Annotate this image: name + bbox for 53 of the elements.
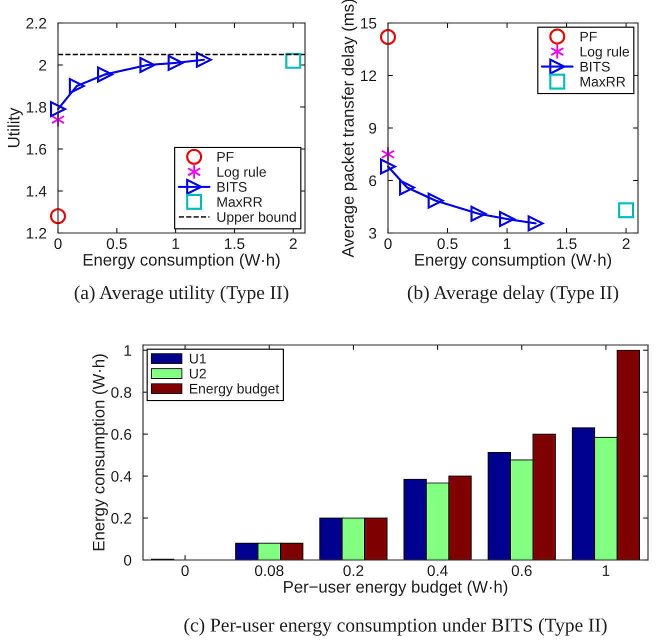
y-tick-label: 3 <box>368 228 376 239</box>
y-tick-label: 6 <box>369 175 376 186</box>
x-tick-label: 0.5 <box>438 238 458 250</box>
x-axis-title: Energy consumption (W·h) <box>84 253 280 270</box>
x-tick-label: 0 <box>54 238 62 250</box>
y-tick-label: 0.4 <box>111 470 132 482</box>
legend-label: MaxRR <box>580 76 626 87</box>
x-tick-label: 0.4 <box>428 565 448 576</box>
x-tick-label: 0.2 <box>343 565 364 576</box>
text: (b) Average delay (Type II) <box>408 286 618 304</box>
y-tick-label: 1.4 <box>26 186 46 197</box>
x-tick-label: 1 <box>504 238 511 249</box>
x-tick-label: 2 <box>290 238 297 249</box>
x-tick-label: 1.5 <box>557 238 577 250</box>
x-tick-label: 0 <box>384 238 392 250</box>
y-tick-label: 2 <box>39 60 46 71</box>
x-tick-label: 1 <box>172 238 180 249</box>
legend-label: Log rule <box>580 46 630 60</box>
legend-label: BITS <box>580 62 610 72</box>
legend-label: Log rule <box>218 166 266 180</box>
y-tick-label: 15 <box>361 18 376 29</box>
y-tick-label: 1 <box>124 345 132 356</box>
y-tick-label: 2.2 <box>26 18 46 29</box>
legend-label: PF <box>218 152 234 162</box>
text: (c) Per-user energy consumption under BITS (Type II) <box>184 618 607 636</box>
x-tick-label: 0.5 <box>106 238 127 250</box>
y-tick-label: 9 <box>369 122 376 134</box>
x-axis-title: Energy consumption (W·h) <box>415 253 612 270</box>
y-tick-label: 0.8 <box>111 387 132 398</box>
y-tick-label: 0.2 <box>111 512 132 524</box>
x-tick-label: 0 <box>181 565 189 576</box>
y-tick-label: 1.6 <box>26 144 46 155</box>
y-tick-label: 12 <box>361 70 376 82</box>
y-tick-label: 1.8 <box>26 102 46 113</box>
legend-label: PF <box>580 32 597 42</box>
legend-label: MaxRR <box>218 197 262 207</box>
legend-label: Upper bound <box>217 212 296 225</box>
x-tick-label: 1.5 <box>224 238 244 250</box>
y-tick-label: 0.6 <box>111 429 132 440</box>
x-tick-label: 0.08 <box>254 565 284 576</box>
y-axis-title: Energy consumption (W·h) <box>92 354 108 550</box>
legend-label: U1 <box>190 354 206 364</box>
y-tick-label: 0 <box>124 554 132 566</box>
x-tick-label: 0.6 <box>512 565 532 576</box>
legend-label: U2 <box>190 368 206 379</box>
legend-label: BITS <box>218 182 247 192</box>
x-tick-label: 2 <box>622 238 630 249</box>
x-tick-label: 1 <box>602 565 610 576</box>
y-tick-label: 1.2 <box>26 228 46 239</box>
text: (a) Average utility (Type II) <box>74 286 288 304</box>
y-axis-title: Utility <box>7 108 23 148</box>
x-axis-title: Per−user energy budget (W·h) <box>284 580 508 596</box>
legend-label: Energy budget <box>190 383 280 396</box>
